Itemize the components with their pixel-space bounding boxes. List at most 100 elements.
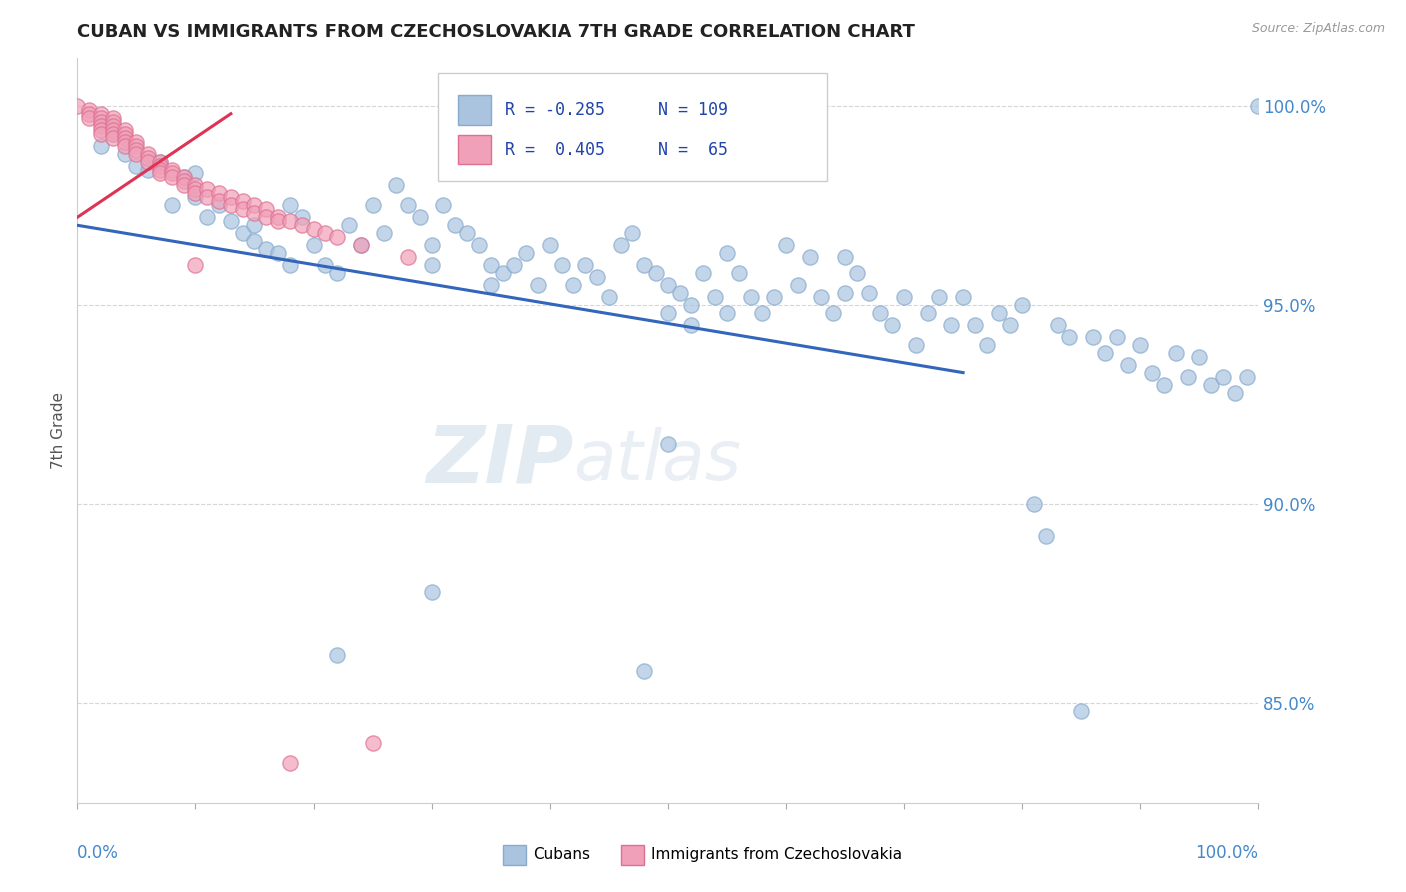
Point bbox=[160, 162, 183, 177]
Point bbox=[598, 290, 620, 304]
Point bbox=[987, 306, 1010, 320]
Point bbox=[232, 226, 254, 240]
Point bbox=[621, 226, 644, 240]
Point bbox=[657, 306, 679, 320]
Point bbox=[633, 665, 655, 679]
Point bbox=[420, 258, 443, 272]
Point bbox=[254, 242, 277, 256]
Point bbox=[574, 258, 596, 272]
Point bbox=[834, 250, 856, 264]
Text: 100.0%: 100.0% bbox=[1195, 844, 1258, 862]
Point bbox=[77, 107, 100, 121]
Point bbox=[1070, 704, 1092, 718]
Point bbox=[184, 182, 207, 196]
Point bbox=[90, 138, 112, 153]
Point bbox=[232, 202, 254, 217]
Point bbox=[195, 211, 218, 225]
Point bbox=[243, 198, 266, 212]
Point bbox=[562, 278, 585, 293]
Point bbox=[396, 198, 419, 212]
Point bbox=[90, 119, 112, 133]
Point bbox=[882, 318, 904, 332]
Point bbox=[527, 278, 550, 293]
Point bbox=[468, 238, 491, 252]
Point bbox=[114, 135, 136, 149]
Point bbox=[149, 166, 172, 180]
Point bbox=[173, 170, 195, 185]
Point bbox=[90, 114, 112, 128]
Point bbox=[763, 290, 786, 304]
Point bbox=[479, 278, 502, 293]
Point bbox=[90, 122, 112, 136]
Text: ZIP: ZIP bbox=[426, 421, 574, 500]
Point bbox=[645, 266, 668, 280]
Point bbox=[219, 198, 242, 212]
Point bbox=[101, 114, 124, 128]
Point bbox=[834, 285, 856, 300]
Point bbox=[609, 238, 631, 252]
Bar bbox=[457, 95, 491, 125]
Point bbox=[456, 226, 478, 240]
Point bbox=[136, 151, 159, 165]
Point bbox=[114, 127, 136, 141]
Point bbox=[314, 226, 336, 240]
Point bbox=[941, 318, 963, 332]
Point bbox=[337, 219, 360, 233]
Point bbox=[1035, 529, 1057, 543]
Point bbox=[208, 186, 231, 201]
Point bbox=[302, 222, 325, 236]
Point bbox=[254, 211, 277, 225]
Point bbox=[184, 258, 207, 272]
Point bbox=[101, 122, 124, 136]
Point bbox=[302, 238, 325, 252]
Point bbox=[350, 238, 373, 252]
Point bbox=[1247, 99, 1270, 113]
Point bbox=[657, 278, 679, 293]
Text: atlas: atlas bbox=[574, 426, 741, 493]
Point bbox=[917, 306, 939, 320]
Point bbox=[503, 258, 526, 272]
Point bbox=[136, 162, 159, 177]
Point bbox=[267, 214, 290, 228]
Point bbox=[125, 159, 148, 173]
Point bbox=[291, 211, 314, 225]
Point bbox=[278, 756, 301, 770]
Text: Cubans: Cubans bbox=[533, 847, 591, 863]
Point bbox=[101, 111, 124, 125]
Point bbox=[267, 211, 290, 225]
Point bbox=[1177, 369, 1199, 384]
Point bbox=[243, 206, 266, 220]
Point bbox=[114, 146, 136, 161]
Point bbox=[184, 186, 207, 201]
Point bbox=[928, 290, 950, 304]
Point bbox=[668, 285, 690, 300]
Bar bbox=[457, 135, 491, 164]
Point bbox=[77, 111, 100, 125]
Point bbox=[1153, 377, 1175, 392]
Bar bbox=[502, 846, 526, 864]
Point bbox=[976, 337, 998, 351]
Point bbox=[101, 127, 124, 141]
Point bbox=[963, 318, 986, 332]
Point bbox=[184, 178, 207, 193]
Point bbox=[1046, 318, 1069, 332]
Point bbox=[396, 250, 419, 264]
Text: Immigrants from Czechoslovakia: Immigrants from Czechoslovakia bbox=[651, 847, 903, 863]
Point bbox=[254, 202, 277, 217]
Point bbox=[101, 130, 124, 145]
Point bbox=[160, 198, 183, 212]
Point bbox=[1236, 369, 1258, 384]
Point bbox=[869, 306, 891, 320]
Point bbox=[267, 246, 290, 260]
Point bbox=[326, 230, 349, 244]
Point bbox=[278, 198, 301, 212]
Point bbox=[1118, 358, 1140, 372]
Point bbox=[1011, 298, 1033, 312]
Point bbox=[136, 154, 159, 169]
Text: R = -0.285: R = -0.285 bbox=[505, 101, 605, 120]
Point bbox=[243, 219, 266, 233]
Point bbox=[491, 266, 513, 280]
Point bbox=[432, 198, 454, 212]
Point bbox=[77, 103, 100, 117]
Point bbox=[361, 198, 384, 212]
